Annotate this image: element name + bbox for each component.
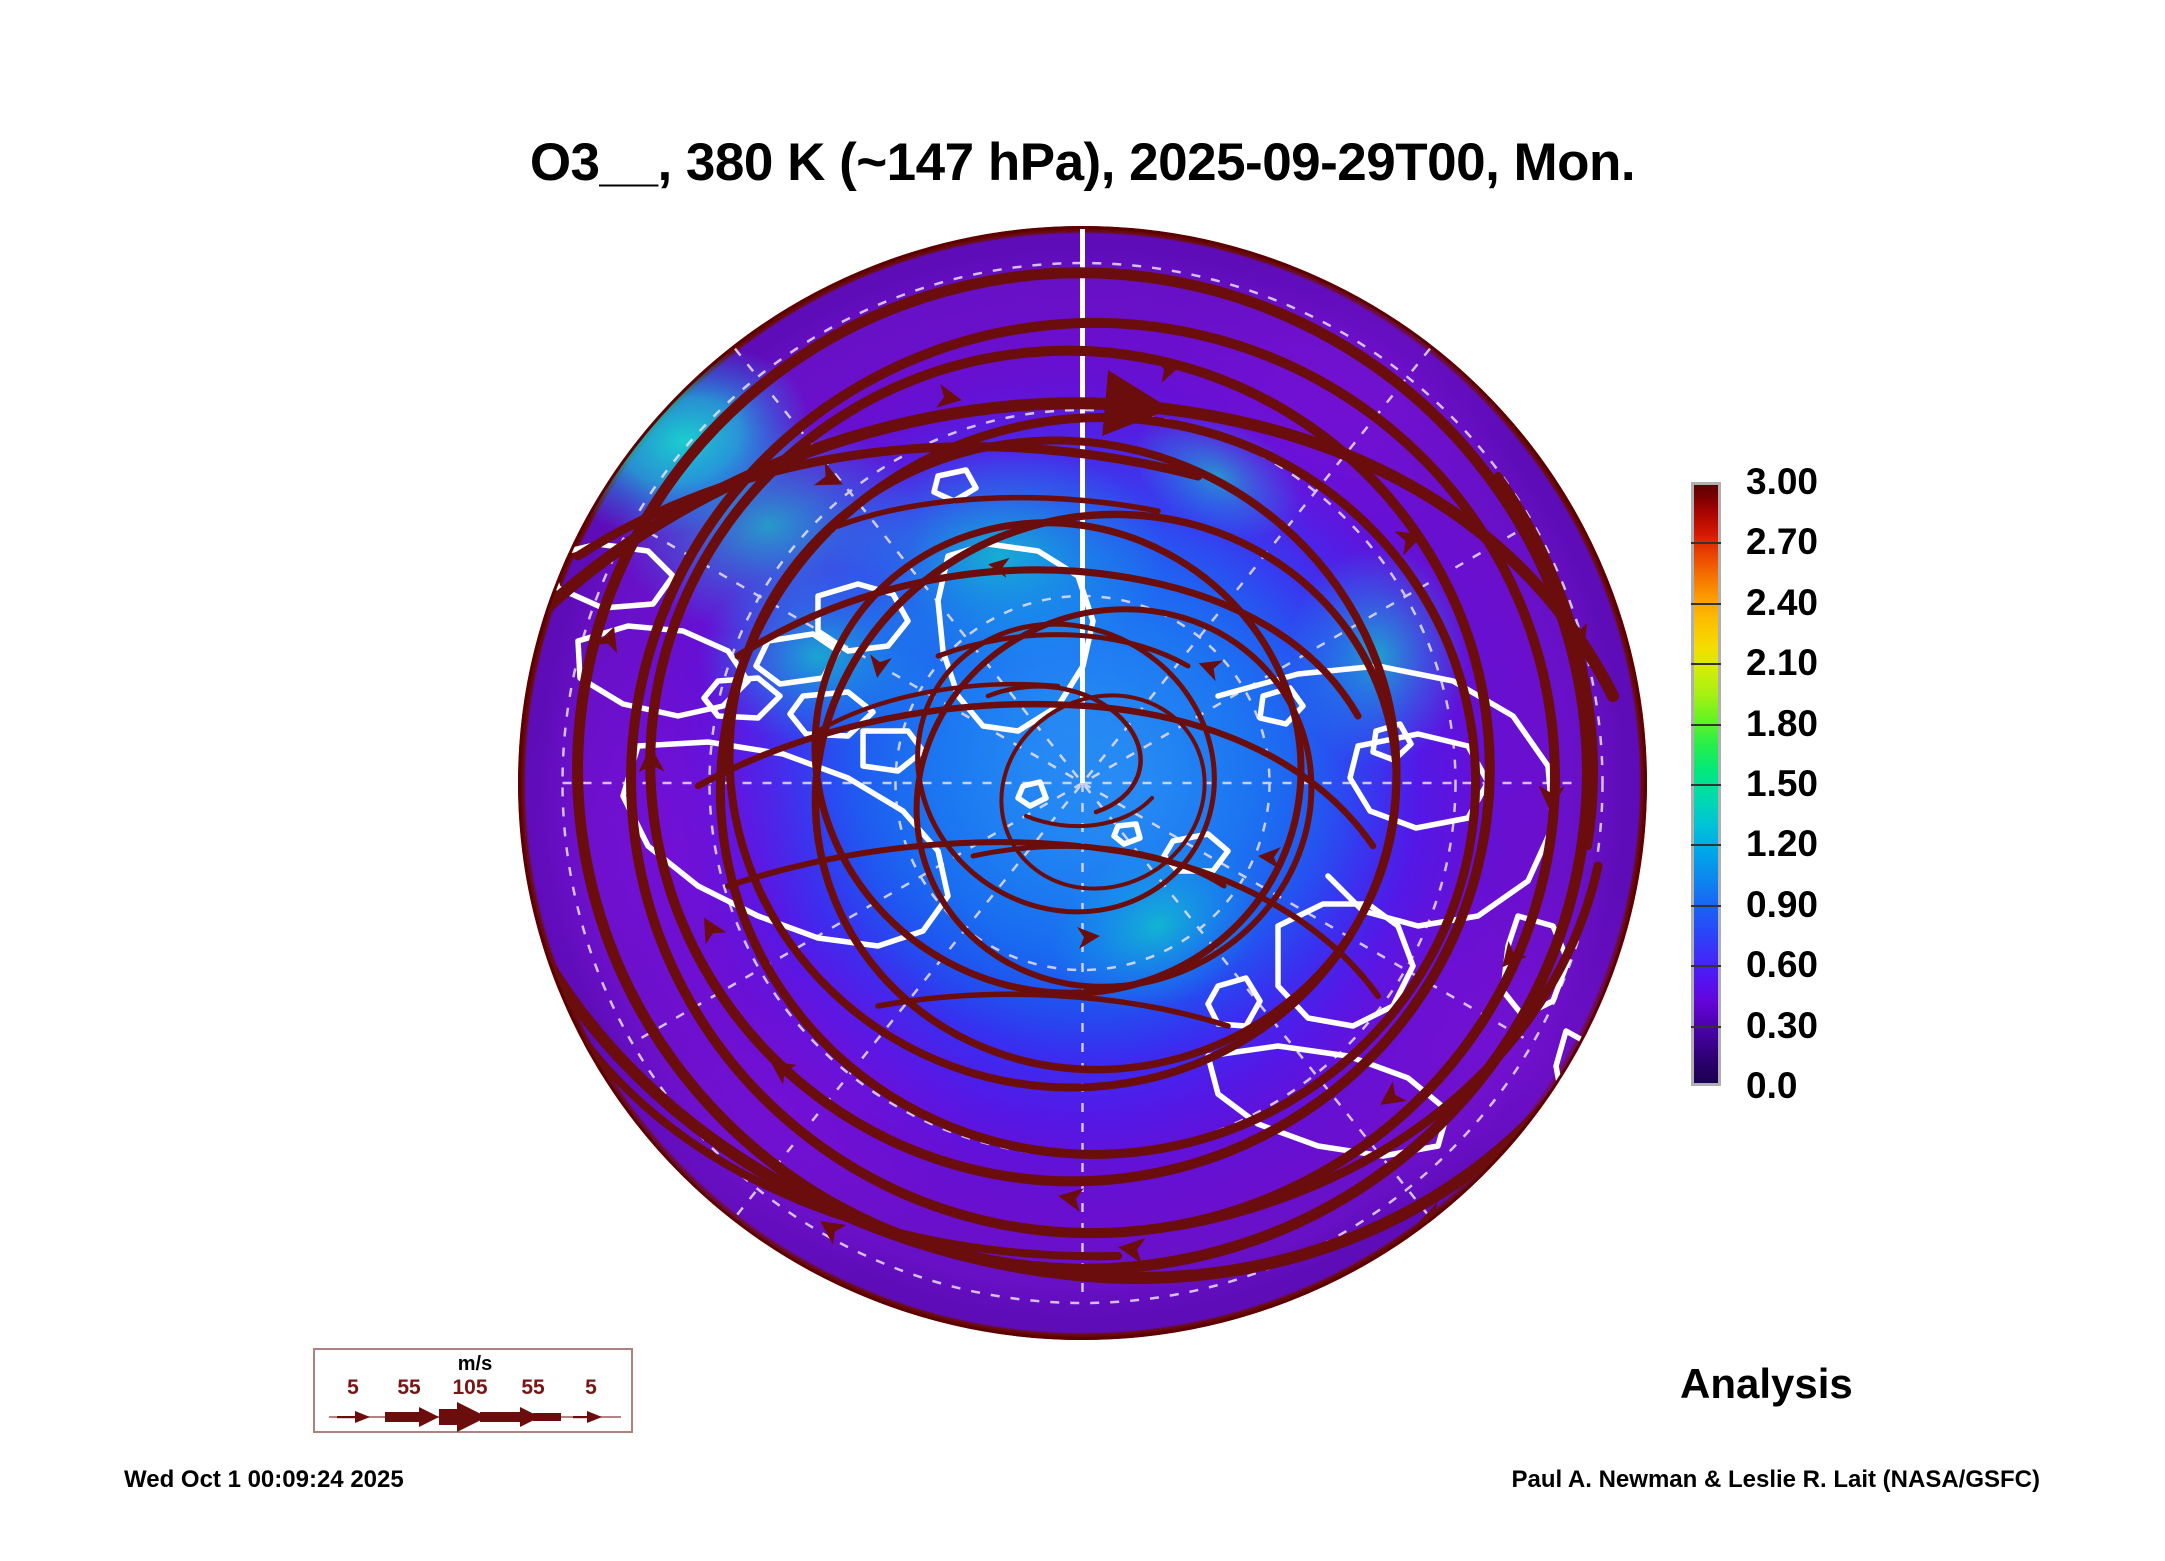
colorbar-tick: [1691, 723, 1721, 726]
colorbar-tick-label: 2.70: [1746, 521, 1819, 563]
polar-map: [518, 226, 1647, 1340]
wind-arrow-5-right: [573, 1411, 602, 1423]
colorbar-tick-label: 2.10: [1746, 642, 1819, 684]
generation-timestamp: Wed Oct 1 00:09:24 2025: [124, 1466, 404, 1493]
colorbar-tick: [1691, 542, 1721, 545]
wind-legend-value: 5: [585, 1376, 597, 1399]
wind-legend-value: 55: [521, 1376, 545, 1399]
polar-map-svg: [518, 226, 1647, 1340]
colorbar-tick: [1691, 663, 1721, 666]
colorbar-tick-label: 1.20: [1746, 823, 1819, 865]
author-credit: Paul A. Newman & Leslie R. Lait (NASA/GS…: [1511, 1466, 2040, 1493]
colorbar-tick: [1691, 904, 1721, 907]
wind-legend-value: 105: [452, 1376, 488, 1399]
ozone-max-atlantic: [1052, 839, 1264, 1013]
page-title: O3__, 380 K (~147 hPa), 2025-09-29T00, M…: [529, 133, 1636, 192]
wind-legend-value: 55: [397, 1376, 421, 1399]
colorbar-tick-label: 0.90: [1746, 883, 1819, 925]
map-field: [518, 226, 1647, 1340]
colorbar-tick-label: 1.80: [1746, 702, 1819, 744]
colorbar: 3.00 2.70 2.40 2.10 1.80 1.50 1.20 0.90 0.60 0.30…: [1688, 463, 1988, 1110]
analysis-label: Analysis: [1680, 1360, 1853, 1407]
wind-arrow-105: [439, 1402, 504, 1432]
colorbar-tick-label: 0.0: [1746, 1065, 1798, 1106]
wind-speed-legend: m/s 5 55 105 55 5: [313, 1348, 633, 1433]
wind-arrow-55-left: [385, 1407, 439, 1427]
colorbar-tick: [1691, 784, 1721, 786]
wind-arrow-55-right: [504, 1407, 561, 1427]
colorbar-tick-label: 0.60: [1746, 944, 1819, 986]
colorbar-tick: [1691, 965, 1721, 968]
wind-streamlines: [522, 267, 1624, 1284]
colorbar-tick-label: 3.00: [1746, 461, 1819, 502]
colorbar-tick: [1691, 844, 1721, 847]
streamline-arrowheads: [594, 359, 1588, 1264]
colorbar-tick: [1691, 602, 1721, 605]
colorbar-tick: [1691, 1025, 1721, 1028]
wind-legend-value: 5: [347, 1376, 359, 1399]
colorbar-tick-label: 0.30: [1746, 1004, 1819, 1046]
wind-arrow-5-left: [337, 1411, 370, 1423]
globe-outline: [518, 226, 1647, 1340]
colorbar-tick-label: 2.40: [1746, 581, 1819, 623]
wind-legend-arrows: [329, 1402, 621, 1432]
wind-legend-unit: m/s: [457, 1353, 493, 1375]
colorbar-tick-label: 1.50: [1746, 763, 1819, 804]
